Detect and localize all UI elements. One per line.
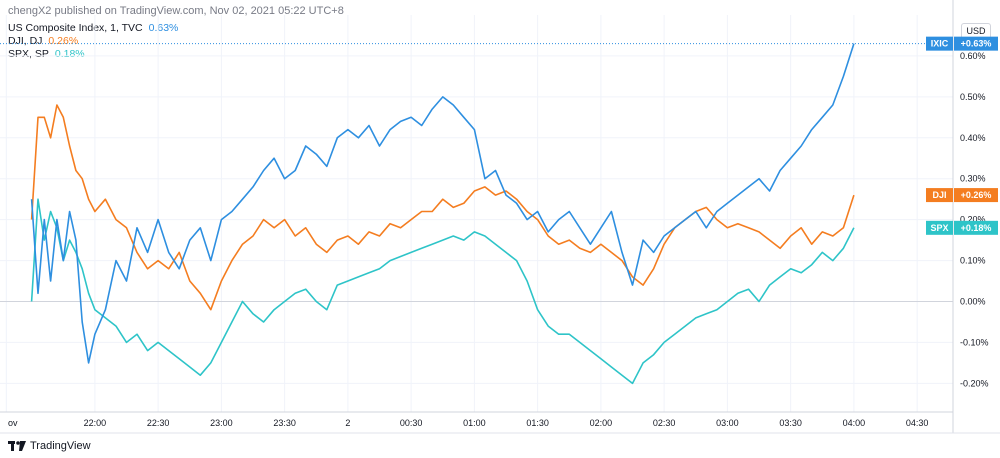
- x-tick-label: ov: [8, 418, 18, 428]
- badge-value-bg: [954, 188, 998, 203]
- legend-item-spx[interactable]: SPX, SP 0.18%: [8, 48, 178, 61]
- badge-value-bg: [954, 220, 998, 235]
- tradingview-logo-icon: [8, 441, 26, 451]
- tradingview-footer[interactable]: TradingView: [8, 440, 91, 452]
- series-line-dji[interactable]: [30, 104, 855, 311]
- y-tick-label: -0.10%: [960, 337, 989, 347]
- x-tick-label: 01:30: [526, 418, 549, 428]
- badge-value: +0.26%: [961, 190, 992, 200]
- legend-label: US Composite Index, 1, TVC: [8, 22, 143, 34]
- x-tick-label: 00:30: [400, 418, 423, 428]
- y-tick-label: 0.60%: [960, 51, 986, 61]
- publish-info: chengX2 published on TradingView.com, No…: [8, 5, 344, 17]
- time-axis[interactable]: ov 22:00 22:30 23:00 23:30 2 00:30 01:00 01:30 02…: [8, 418, 928, 428]
- price-axis[interactable]: 0.60% 0.50% 0.40% 0.30% 0.20% 0.10% 0.00% -0.10…: [960, 51, 989, 388]
- series-line-spx[interactable]: [30, 198, 855, 385]
- x-tick-label: 23:30: [273, 418, 296, 428]
- series-group: [30, 43, 855, 385]
- x-tick-label: 23:00: [210, 418, 233, 428]
- y-tick-label: 0.40%: [960, 133, 986, 143]
- badge-symbol: DJI: [932, 190, 946, 200]
- y-tick-label: -0.20%: [960, 378, 989, 388]
- y-tick-label: 0.20%: [960, 215, 986, 225]
- badge-value: +0.18%: [961, 223, 992, 233]
- badge-symbol-bg: [926, 36, 953, 51]
- legend: US Composite Index, 1, TVC 0.63% DJI, DJ 0…: [8, 22, 178, 61]
- badge-symbol: IXIC: [931, 39, 949, 49]
- x-tick-label: 03:00: [716, 418, 739, 428]
- x-tick-label: 01:00: [463, 418, 486, 428]
- y-tick-label: 0.10%: [960, 256, 986, 266]
- y-tick-label: 0.00%: [960, 296, 986, 306]
- x-tick-label: 04:00: [843, 418, 866, 428]
- badge-value: +0.63%: [961, 39, 992, 49]
- badge-symbol-bg: [926, 188, 953, 203]
- footer-brand: TradingView: [30, 440, 91, 452]
- badge-ixic: IXIC +0.63%: [926, 36, 998, 51]
- legend-value: 0.18%: [54, 48, 85, 60]
- badge-dji: DJI +0.26%: [926, 188, 998, 203]
- y-tick-label: 0.50%: [960, 92, 986, 102]
- legend-value: 0.63%: [148, 22, 179, 34]
- grid: [0, 15, 953, 412]
- series-line-ixic[interactable]: [30, 43, 855, 364]
- badge-symbol: SPX: [930, 223, 948, 233]
- badge-spx: SPX +0.18%: [926, 220, 998, 235]
- currency-label[interactable]: USD: [961, 23, 991, 40]
- x-tick-label: 04:30: [906, 418, 929, 428]
- last-value-badges: IXIC +0.63% DJI +0.26% SPX +0.18%: [926, 36, 998, 235]
- x-tick-label: 02:30: [653, 418, 676, 428]
- legend-value: 0.26%: [48, 35, 79, 47]
- x-tick-label: 03:30: [779, 418, 802, 428]
- x-tick-label: 02:00: [590, 418, 613, 428]
- x-tick-label: 22:00: [84, 418, 107, 428]
- badge-symbol-bg: [926, 220, 953, 235]
- x-tick-label: 22:30: [147, 418, 170, 428]
- y-tick-label: 0.30%: [960, 174, 986, 184]
- badge-value-bg: [954, 36, 998, 51]
- legend-label: SPX, SP: [8, 48, 49, 60]
- x-tick-label: 2: [345, 418, 350, 428]
- legend-item-ixic[interactable]: US Composite Index, 1, TVC 0.63%: [8, 22, 178, 35]
